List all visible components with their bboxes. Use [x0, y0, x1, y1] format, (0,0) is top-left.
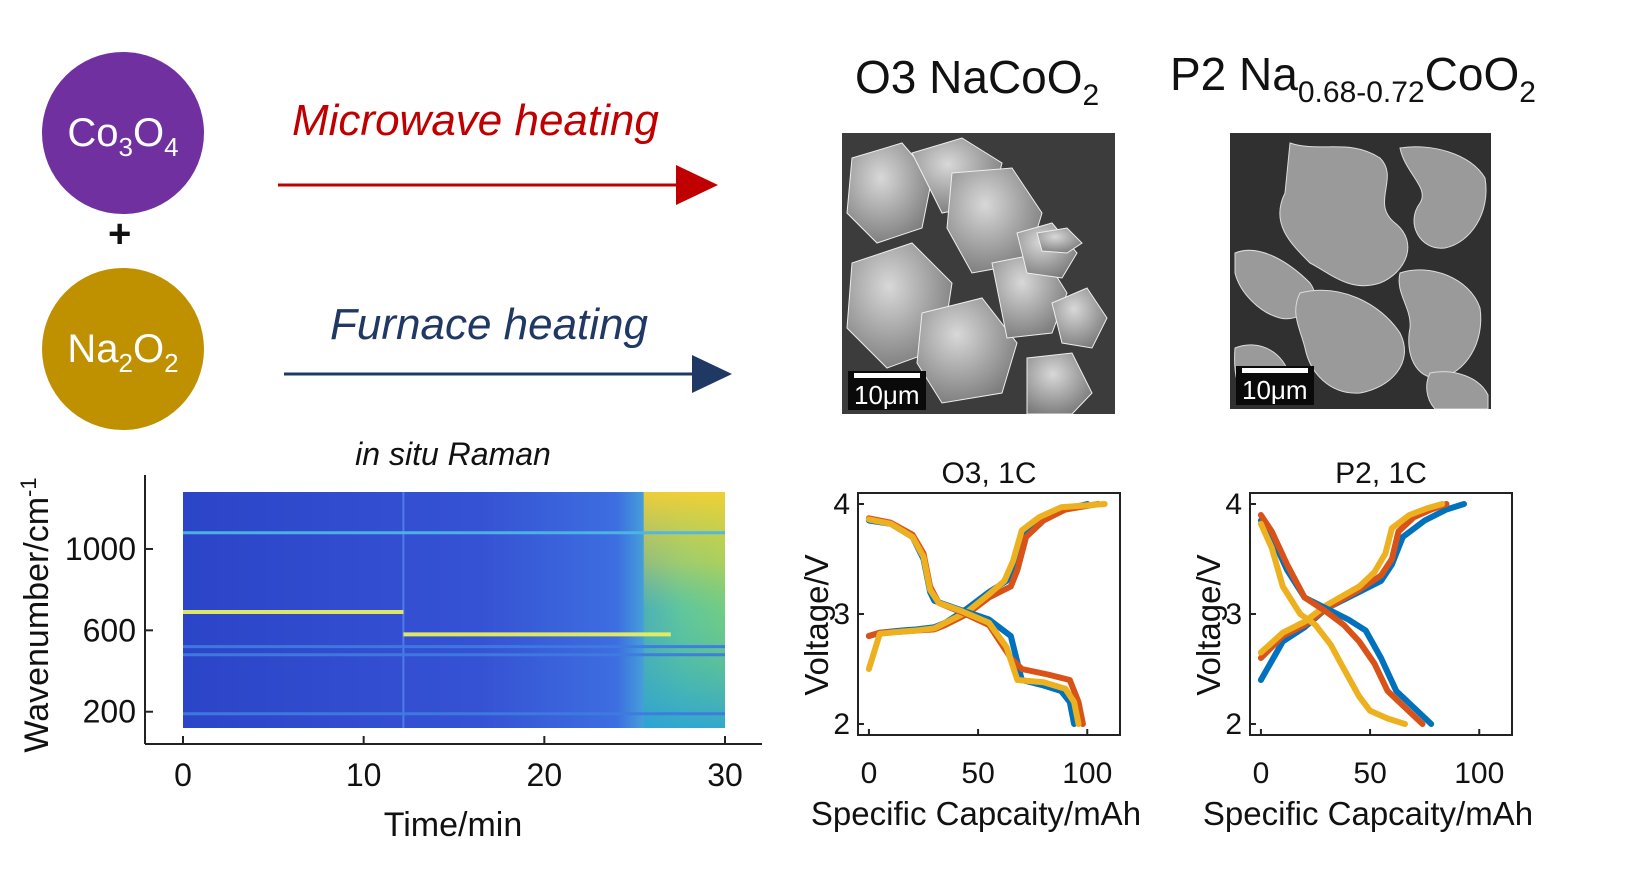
raman-ytick-label-600: 600: [83, 612, 136, 648]
xtick-label-0: 0: [1253, 757, 1270, 790]
voltage-curve-5: [865, 515, 1086, 727]
xtick-label-50: 50: [961, 757, 994, 790]
voltage-curve-3: [865, 501, 1108, 672]
xtick-label-100: 100: [1454, 757, 1504, 790]
p2-scale-bar: 10μm: [1236, 366, 1314, 405]
reactant-co3o4: Co3O4: [42, 52, 204, 214]
voltage-curve-3: [1257, 501, 1446, 656]
raman-ylabel: Wavenumber/cm-1: [16, 477, 56, 752]
p2-xlabel: Specific Capcaity/mAh: [1203, 795, 1533, 832]
plus-sign: +: [108, 212, 132, 256]
voltage-curve-6: [865, 516, 1082, 727]
raman-xtick-label-0: 0: [174, 757, 192, 793]
raman-xtick-label-20: 20: [527, 757, 563, 793]
o3-xlabel: Specific Capcaity/mAh: [811, 795, 1141, 832]
reactant-na2o2: Na2O2: [42, 268, 204, 430]
xtick-label-0: 0: [861, 757, 878, 790]
o3-scale-label: 10μm: [854, 380, 920, 410]
o3-ylabel: Voltage/V: [798, 554, 835, 695]
p2-ylabel: Voltage/V: [1190, 554, 1227, 695]
o3-scale-bar: 10μm: [848, 371, 926, 410]
microwave-arrow: [278, 165, 718, 205]
o3-product-title: O3 NaCoO2: [855, 51, 1100, 112]
na2o2-label: Na2O2: [67, 326, 179, 378]
raman-ytick-label-200: 200: [83, 694, 136, 730]
p2-voltage-chart: P2, 1C 0 50 100 2 3 4 Specific Capcaity/mAh V…: [1190, 457, 1533, 832]
voltage-curve-5: [1257, 512, 1426, 727]
raman-xtick-label-10: 10: [346, 757, 382, 793]
ytick-label-4: 4: [833, 488, 850, 521]
p2-plot-area: 0 50 100 2 3 4: [1225, 488, 1513, 790]
ytick-label-2: 2: [833, 708, 850, 741]
furnace-arrow: [284, 355, 732, 393]
ytick-label-4: 4: [1225, 488, 1242, 521]
raman-late-region: [643, 492, 725, 728]
ytick-label-2: 2: [1225, 708, 1242, 741]
furnace-heating-label: Furnace heating: [330, 300, 648, 349]
raman-title: in situ Raman: [355, 436, 551, 472]
o3-chart-title: O3, 1C: [941, 457, 1036, 490]
o3-plot-area: 0 50 100 2 3 4: [833, 488, 1121, 790]
raman-xtick-label-30: 30: [707, 757, 743, 793]
raman-ytick-label-1000: 1000: [65, 531, 136, 567]
xtick-label-50: 50: [1353, 757, 1386, 790]
plot-frame: [1249, 492, 1513, 736]
voltage-curve-4: [865, 517, 1078, 727]
o3-voltage-chart: O3, 1C 0 50 100 2 3 4 Specific Capcaity/mAh V…: [798, 457, 1141, 832]
xtick-label-100: 100: [1062, 757, 1112, 790]
ytick-label-3: 3: [833, 598, 850, 631]
p2-scale-label: 10μm: [1242, 375, 1308, 405]
raman-xlabel: Time/min: [384, 806, 523, 844]
p2-product-title: P2 Na0.68-0.72CoO2: [1170, 48, 1536, 109]
p2-chart-title: P2, 1C: [1335, 457, 1427, 490]
ytick-label-3: 3: [1225, 598, 1242, 631]
raman-chart: in situ Raman Time/min Wavenumber/cm-1 0…: [16, 436, 762, 844]
p2-sem-image: 10μm: [1230, 133, 1491, 409]
voltage-curve-1: [1257, 501, 1467, 683]
microwave-heating-label: Microwave heating: [292, 96, 659, 145]
o3-crystals: [842, 133, 1115, 414]
p2-particles: [1230, 133, 1491, 409]
o3-sem-image: 10μm: [842, 133, 1115, 414]
voltage-curve-4: [1257, 517, 1435, 727]
voltage-curve-6: [1257, 520, 1408, 727]
co3o4-label: Co3O4: [67, 110, 179, 162]
